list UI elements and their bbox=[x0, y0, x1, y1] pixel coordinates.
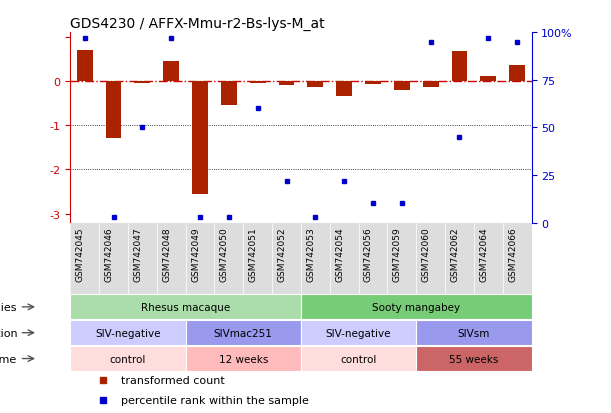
Text: control: control bbox=[340, 354, 377, 364]
Text: GSM742052: GSM742052 bbox=[277, 227, 287, 281]
Text: 55 weeks: 55 weeks bbox=[449, 354, 499, 364]
Text: infection: infection bbox=[0, 328, 17, 338]
Text: GSM742046: GSM742046 bbox=[104, 227, 114, 281]
Text: time: time bbox=[0, 354, 17, 364]
Text: GSM742054: GSM742054 bbox=[335, 227, 344, 281]
Bar bbox=[77, 51, 93, 82]
Text: GSM742062: GSM742062 bbox=[450, 227, 459, 281]
Bar bbox=[134, 82, 150, 84]
Bar bbox=[336, 82, 352, 97]
Bar bbox=[365, 82, 381, 85]
Text: SIVmac251: SIVmac251 bbox=[214, 328, 273, 338]
Text: GSM742051: GSM742051 bbox=[249, 227, 258, 281]
Text: SIV-negative: SIV-negative bbox=[326, 328, 391, 338]
Bar bbox=[301, 346, 416, 371]
Text: GSM742047: GSM742047 bbox=[133, 227, 142, 281]
Text: control: control bbox=[110, 354, 146, 364]
Text: SIVsm: SIVsm bbox=[458, 328, 490, 338]
Text: GSM742048: GSM742048 bbox=[162, 227, 171, 281]
Bar bbox=[416, 320, 532, 345]
Bar bbox=[186, 320, 301, 345]
Text: GSM742053: GSM742053 bbox=[306, 227, 315, 281]
Bar bbox=[250, 82, 266, 84]
Bar bbox=[509, 66, 525, 82]
Bar bbox=[480, 76, 496, 82]
Bar bbox=[423, 82, 439, 88]
Text: GSM742066: GSM742066 bbox=[508, 227, 517, 281]
Bar bbox=[394, 82, 410, 90]
Bar bbox=[106, 82, 122, 139]
Text: GSM742059: GSM742059 bbox=[393, 227, 402, 281]
Bar bbox=[70, 346, 186, 371]
Bar bbox=[301, 295, 532, 320]
Bar bbox=[301, 320, 416, 345]
Text: 12 weeks: 12 weeks bbox=[219, 354, 268, 364]
Text: SIV-negative: SIV-negative bbox=[95, 328, 161, 338]
Bar bbox=[221, 82, 237, 106]
Text: transformed count: transformed count bbox=[121, 375, 225, 385]
Text: GSM742049: GSM742049 bbox=[191, 227, 200, 281]
Text: GDS4230 / AFFX-Mmu-r2-Bs-lys-M_at: GDS4230 / AFFX-Mmu-r2-Bs-lys-M_at bbox=[70, 17, 325, 31]
Bar bbox=[279, 82, 295, 86]
Bar bbox=[416, 346, 532, 371]
Bar bbox=[163, 62, 179, 82]
Text: GSM742056: GSM742056 bbox=[364, 227, 373, 281]
Bar bbox=[186, 346, 301, 371]
Bar bbox=[307, 82, 323, 88]
Bar bbox=[192, 82, 208, 194]
Text: species: species bbox=[0, 302, 17, 312]
Bar bbox=[70, 295, 301, 320]
Bar bbox=[70, 320, 186, 345]
Text: GSM742045: GSM742045 bbox=[76, 227, 85, 281]
Text: GSM742064: GSM742064 bbox=[479, 227, 488, 281]
Text: GSM742050: GSM742050 bbox=[220, 227, 229, 281]
Text: GSM742060: GSM742060 bbox=[422, 227, 431, 281]
Text: percentile rank within the sample: percentile rank within the sample bbox=[121, 395, 309, 405]
Text: Sooty mangabey: Sooty mangabey bbox=[372, 302, 460, 312]
Bar bbox=[452, 52, 467, 82]
Text: Rhesus macaque: Rhesus macaque bbox=[141, 302, 230, 312]
